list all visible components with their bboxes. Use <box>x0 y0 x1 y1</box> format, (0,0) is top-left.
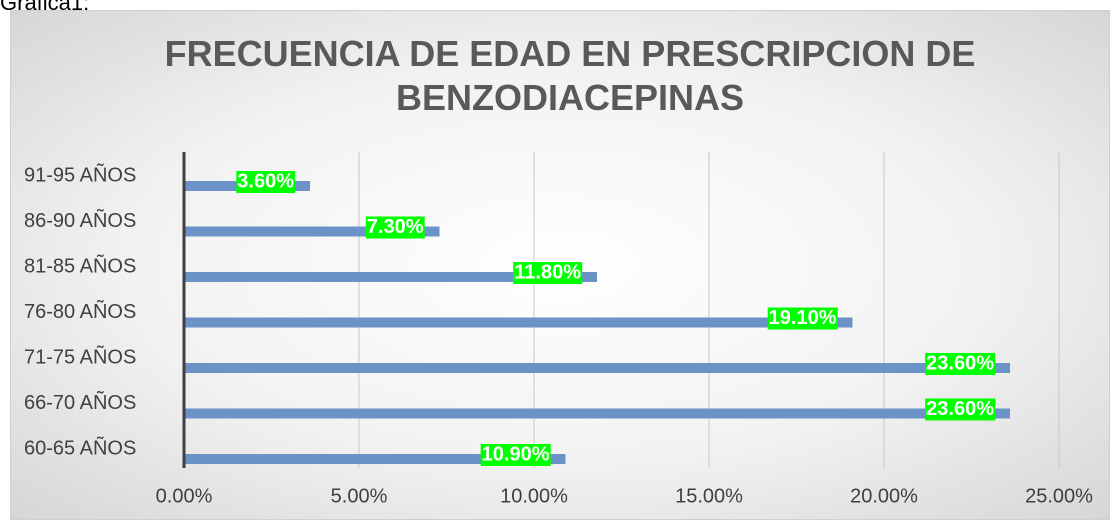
data-label: 10.90% <box>482 443 550 465</box>
data-label: 23.60% <box>926 398 994 420</box>
bar <box>184 317 853 328</box>
y-tick-label: 71-75 AÑOS <box>24 344 136 368</box>
data-label-bg <box>513 262 583 284</box>
data-label-bg <box>925 353 996 375</box>
y-tick-label: 76-80 AÑOS <box>24 299 136 323</box>
y-tick-label: 66-70 AÑOS <box>24 390 136 414</box>
data-label-bg <box>365 216 425 239</box>
x-tick-label: 5.00% <box>331 485 388 507</box>
data-label: 3.60% <box>237 170 294 192</box>
x-tick-label: 15.00% <box>675 485 743 507</box>
data-label: 19.10% <box>769 307 837 329</box>
data-label-bg <box>480 444 551 466</box>
bar <box>184 226 440 237</box>
data-label: 7.30% <box>367 216 424 238</box>
x-tick-label: 25.00% <box>1025 485 1093 507</box>
chart-title: FRECUENCIA DE EDAD EN PRESCRIPCION DE BE… <box>164 33 976 118</box>
x-tick-label: 20.00% <box>850 485 918 507</box>
bar <box>184 272 597 282</box>
data-label-bg <box>236 171 296 193</box>
bar <box>184 363 1010 373</box>
data-label: 23.60% <box>926 352 994 374</box>
data-label-bg <box>925 398 996 421</box>
y-tick-label: 81-85 AÑOS <box>24 253 136 277</box>
x-tick-label: 10.00% <box>500 485 568 507</box>
y-tick-label: 91-95 AÑOS <box>24 162 136 186</box>
x-tick-label: 0.00% <box>156 485 213 507</box>
y-tick-label: 86-90 AÑOS <box>24 208 136 232</box>
bar <box>184 454 566 464</box>
data-label-bg <box>767 307 838 330</box>
data-label: 11.80% <box>514 261 581 283</box>
y-tick-label: 60-65 AÑOS <box>24 435 136 459</box>
bar <box>184 408 1010 419</box>
